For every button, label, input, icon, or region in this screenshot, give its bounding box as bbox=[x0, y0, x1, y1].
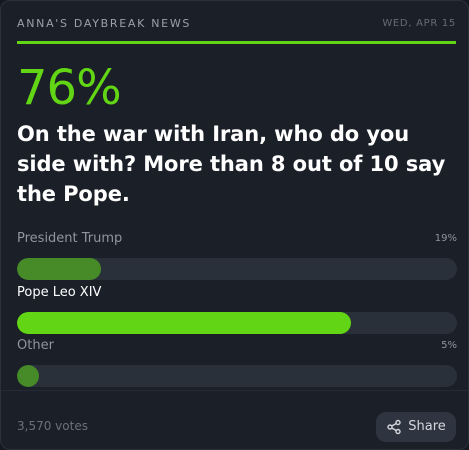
poll-option-fill bbox=[17, 312, 352, 334]
poll-option-president-trump[interactable]: President Trump 19% bbox=[17, 229, 457, 280]
poll-option-header: Pope Leo XIV bbox=[17, 283, 457, 303]
poll-option-track bbox=[17, 365, 457, 387]
card-header: ANNA'S DAYBREAK NEWS WED, APR 15 bbox=[17, 16, 456, 36]
poll-option-fill bbox=[17, 258, 101, 280]
poll-question: On the war with Iran, who do you side wi… bbox=[17, 122, 446, 206]
poll-option-header: President Trump 19% bbox=[17, 229, 457, 249]
publish-date: WED, APR 15 bbox=[382, 18, 456, 29]
share-button[interactable]: Share bbox=[376, 412, 456, 442]
poll-option-percent: 5% bbox=[441, 340, 457, 351]
brand-name: ANNA'S DAYBREAK NEWS bbox=[17, 17, 192, 30]
share-label: Share bbox=[408, 419, 446, 434]
vote-count: 3,570 votes bbox=[17, 419, 88, 433]
poll-option-fill bbox=[17, 365, 39, 387]
poll-option-track bbox=[17, 312, 457, 334]
footer-divider bbox=[1, 390, 468, 391]
headline-percent: 76% bbox=[17, 60, 122, 116]
poll-option-pope-leo-xiv[interactable]: Pope Leo XIV bbox=[17, 283, 457, 334]
poll-option-track bbox=[17, 258, 457, 280]
poll-option-label: Pope Leo XIV bbox=[17, 285, 102, 300]
share-icon bbox=[386, 419, 402, 435]
poll-option-percent: 19% bbox=[434, 233, 457, 244]
accent-divider bbox=[17, 41, 456, 44]
poll-option-label: President Trump bbox=[17, 231, 123, 246]
poll-option-header: Other 5% bbox=[17, 336, 457, 356]
poll-option-label: Other bbox=[17, 338, 54, 353]
poll-option-other[interactable]: Other 5% bbox=[17, 336, 457, 387]
